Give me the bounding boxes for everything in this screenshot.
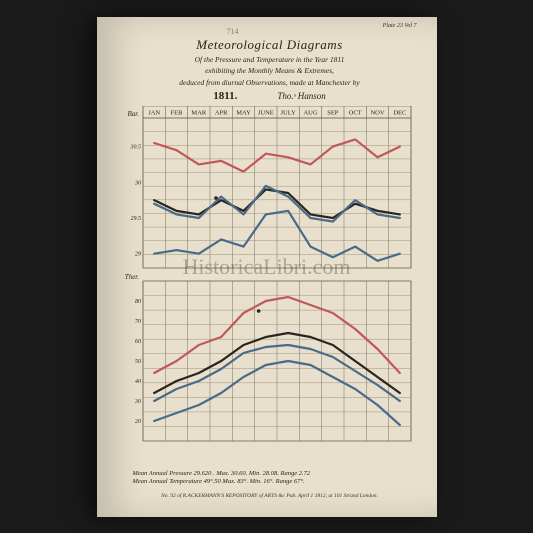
chart-area: JAN FEB MAR APR MAY JUNE JULY AUG SEP OCT NOV DEC Ba… [125,106,415,466]
svg-text:40: 40 [135,378,141,385]
svg-text:29.5: 29.5 [130,216,141,222]
svg-text:SEP: SEP [327,109,339,116]
title-main: Meteorological Diagrams [121,37,419,53]
svg-text:FEB: FEB [170,109,183,116]
svg-text:JULY: JULY [280,109,296,116]
svg-text:JUNE: JUNE [257,109,273,116]
svg-text:APR: APR [214,109,227,116]
svg-text:30: 30 [134,399,141,405]
svg-text:MAY: MAY [236,109,251,116]
svg-text:30.5: 30.5 [129,144,141,150]
svg-text:50: 50 [135,359,141,365]
summary-block: Mean Annual Pressure 29.620 . Max. 30.60… [121,470,419,487]
summary-pressure: Mean Annual Pressure 29.620 . Max. 30.60… [133,470,419,478]
plate-reference: Plate 23 Vol 7 [383,23,417,29]
pencil-annotation: 714 [227,27,239,36]
svg-text:Ther.: Ther. [125,273,139,281]
svg-text:Bar.: Bar. [127,110,139,118]
svg-text:20: 20 [135,419,141,425]
title-block: Meteorological Diagrams Of the Pressure … [121,37,419,102]
svg-text:NOV: NOV [370,109,384,116]
antique-page: Plate 23 Vol 7 714 Meteorological Diagra… [97,17,437,517]
svg-text:DEC: DEC [393,109,406,116]
svg-text:MAR: MAR [191,109,206,116]
svg-text:80: 80 [135,299,141,305]
title-sub-1: Of the Pressure and Temperature in the Y… [121,55,419,65]
svg-text:70: 70 [135,319,141,325]
svg-text:29: 29 [135,251,141,257]
svg-text:AUG: AUG [303,109,317,116]
author-name: Tho.ˢ Hanson [277,91,325,101]
publisher-line: No. 92 of R.ACKERMANN'S REPOSITORY of AR… [121,493,419,499]
svg-text:60: 60 [135,339,141,345]
title-sub-2: exhibiting the Monthly Means & Extremes, [121,66,419,76]
summary-temperature: Mean Annual Temperature 49°.50 Max. 83°.… [133,478,419,486]
svg-text:30: 30 [134,180,141,186]
year-label: 1811. [213,90,237,102]
chart-svg: JAN FEB MAR APR MAY JUNE JULY AUG SEP OCT NOV DEC Ba… [125,106,415,466]
title-sub-3: deduced from diurnal Observations, made … [121,78,419,88]
svg-text:OCT: OCT [348,109,361,116]
svg-text:JAN: JAN [148,109,160,116]
